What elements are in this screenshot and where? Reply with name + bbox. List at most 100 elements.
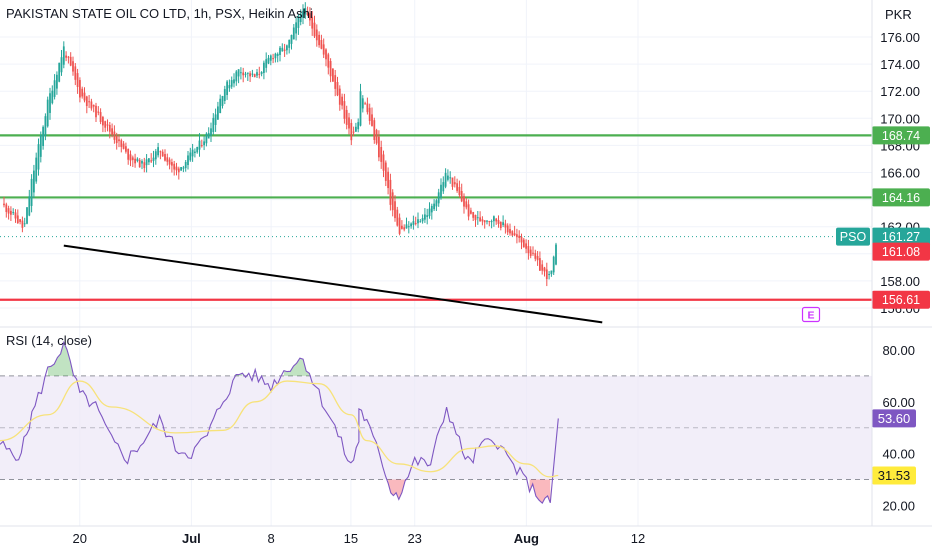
candle-body[interactable] — [12, 212, 15, 214]
candle-body[interactable] — [246, 72, 249, 74]
candle-body[interactable] — [499, 221, 502, 229]
candle-body[interactable] — [69, 56, 72, 66]
candle-body[interactable] — [274, 53, 277, 59]
candle-body[interactable] — [14, 212, 17, 219]
candle-body[interactable] — [182, 167, 185, 169]
candle-body[interactable] — [237, 69, 240, 77]
candle-body[interactable] — [338, 88, 341, 105]
candle-body[interactable] — [315, 29, 318, 41]
rsi-indicator[interactable]: 20.00 40.00 60.00 80.00 53.60 31.53 — [0, 340, 916, 513]
candle-body[interactable] — [463, 196, 465, 207]
candle-body[interactable] — [529, 249, 532, 256]
candle-body[interactable] — [292, 27, 295, 40]
candle-body[interactable] — [76, 73, 79, 87]
rsi-line[interactable] — [0, 340, 559, 504]
candle-body[interactable] — [148, 158, 150, 163]
candle-body[interactable] — [56, 74, 58, 89]
candlestick-series[interactable] — [3, 2, 557, 287]
candle-body[interactable] — [442, 182, 445, 192]
candle-body[interactable] — [511, 231, 514, 236]
candle-body[interactable] — [451, 177, 454, 187]
candle-body[interactable] — [267, 57, 270, 64]
candle-body[interactable] — [173, 163, 176, 170]
candle-body[interactable] — [481, 219, 484, 222]
candle-body[interactable] — [509, 228, 511, 234]
candle-body[interactable] — [228, 85, 231, 89]
candle-body[interactable] — [256, 72, 258, 76]
candle-body[interactable] — [7, 208, 10, 214]
candle-body[interactable] — [309, 13, 311, 21]
currency-label[interactable]: PKR — [885, 7, 912, 22]
candle-body[interactable] — [154, 151, 157, 160]
candle-body[interactable] — [458, 187, 461, 195]
candle-body[interactable] — [290, 34, 293, 44]
candle-body[interactable] — [51, 90, 54, 104]
candle-body[interactable] — [465, 201, 468, 208]
candle-body[interactable] — [115, 135, 118, 144]
candle-body[interactable] — [283, 49, 286, 51]
candle-body[interactable] — [389, 179, 392, 205]
candle-body[interactable] — [3, 203, 5, 206]
price-axis[interactable]: 156.00158.00160.00162.00164.00166.00168.… — [836, 30, 930, 316]
candle-body[interactable] — [447, 175, 449, 180]
candle-body[interactable] — [288, 39, 291, 48]
candle-body[interactable] — [272, 58, 274, 60]
candle-body[interactable] — [311, 16, 314, 29]
candle-body[interactable] — [295, 22, 297, 34]
candle-body[interactable] — [486, 220, 488, 222]
candle-body[interactable] — [118, 139, 120, 142]
candle-body[interactable] — [375, 130, 378, 144]
candle-body[interactable] — [327, 54, 330, 68]
candle-body[interactable] — [35, 157, 38, 182]
candle-body[interactable] — [527, 246, 530, 254]
candle-body[interactable] — [366, 103, 369, 113]
candle-body[interactable] — [440, 184, 442, 198]
candle-body[interactable] — [534, 253, 537, 259]
candle-body[interactable] — [355, 126, 357, 132]
candle-body[interactable] — [302, 11, 304, 18]
candle-body[interactable] — [474, 214, 477, 221]
candle-body[interactable] — [373, 120, 376, 140]
candle-body[interactable] — [279, 47, 281, 55]
candle-body[interactable] — [281, 47, 284, 52]
candle-body[interactable] — [398, 217, 401, 234]
candle-body[interactable] — [470, 210, 472, 214]
candle-body[interactable] — [5, 204, 8, 212]
candle-body[interactable] — [384, 162, 387, 181]
candle-body[interactable] — [265, 59, 268, 68]
candle-body[interactable] — [67, 56, 70, 58]
candle-body[interactable] — [150, 160, 153, 162]
candle-body[interactable] — [504, 223, 507, 228]
candle-body[interactable] — [200, 145, 203, 147]
candle-body[interactable] — [187, 155, 189, 166]
candle-body[interactable] — [322, 44, 325, 55]
candle-body[interactable] — [539, 258, 541, 271]
candle-body[interactable] — [23, 223, 26, 225]
candle-body[interactable] — [226, 81, 228, 96]
candle-body[interactable] — [26, 207, 28, 224]
candle-body[interactable] — [417, 219, 419, 224]
candle-body[interactable] — [129, 154, 132, 161]
candle-body[interactable] — [106, 124, 109, 126]
candle-body[interactable] — [495, 218, 498, 222]
candle-body[interactable] — [336, 82, 339, 96]
candle-body[interactable] — [214, 114, 217, 125]
candle-body[interactable] — [430, 205, 433, 213]
candle-body[interactable] — [490, 221, 493, 223]
candle-body[interactable] — [19, 219, 21, 222]
candle-body[interactable] — [426, 215, 429, 218]
candle-body[interactable] — [39, 135, 42, 157]
candle-body[interactable] — [348, 117, 350, 129]
candle-body[interactable] — [325, 49, 327, 60]
candle-body[interactable] — [488, 221, 491, 223]
candle-body[interactable] — [184, 162, 187, 169]
candle-body[interactable] — [550, 270, 553, 275]
candle-body[interactable] — [108, 124, 111, 132]
candle-body[interactable] — [233, 79, 235, 84]
candle-body[interactable] — [341, 96, 343, 106]
candle-body[interactable] — [502, 222, 504, 225]
candle-body[interactable] — [513, 233, 516, 236]
candle-body[interactable] — [221, 96, 224, 106]
candle-body[interactable] — [378, 136, 380, 158]
candle-body[interactable] — [387, 171, 389, 189]
